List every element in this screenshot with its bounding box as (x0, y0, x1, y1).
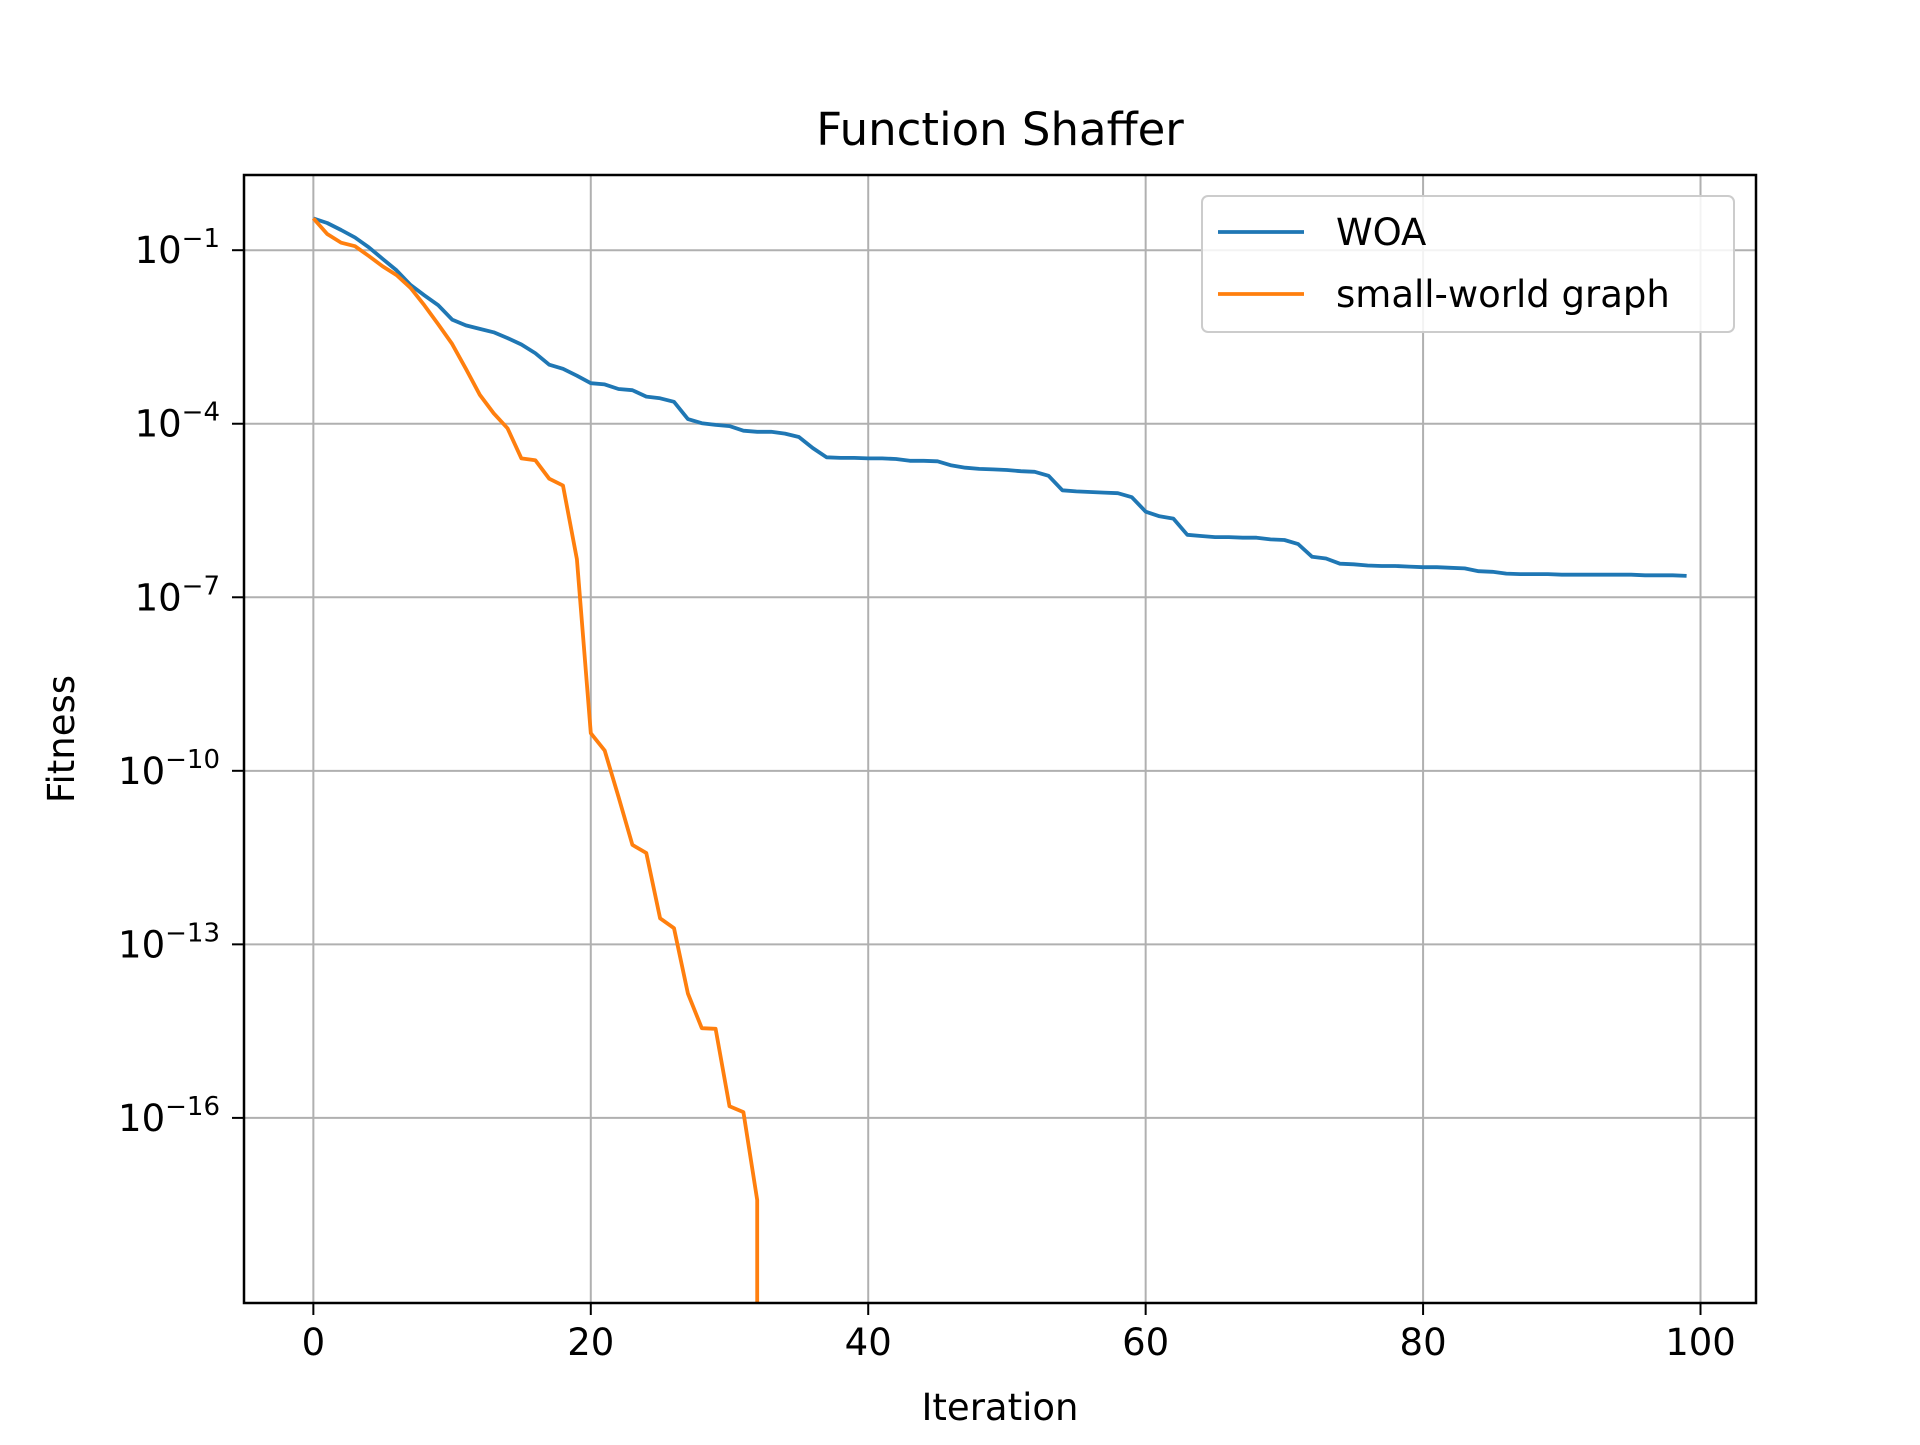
x-tick-label: 0 (302, 1321, 326, 1364)
series-line (311, 217, 760, 1303)
y-tick-exponent: −16 (165, 1092, 220, 1122)
legend-label: WOA (1336, 211, 1426, 254)
y-tick-base: 10 (118, 1097, 165, 1140)
y-tick-label: 10−1 (135, 224, 220, 272)
y-tick-label: 10−16 (118, 1092, 220, 1140)
y-tick-exponent: −1 (182, 224, 220, 254)
y-tick-base: 10 (118, 923, 165, 966)
legend: WOA small-world graph (1201, 195, 1735, 333)
y-tick-base: 10 (135, 576, 182, 619)
y-tick-label: 10−10 (118, 745, 220, 793)
x-tick-label: 40 (845, 1321, 892, 1364)
y-tick-exponent: −4 (182, 398, 220, 428)
chart-title: Function Shaffer (816, 103, 1184, 156)
y-tick-exponent: −10 (165, 745, 220, 775)
y-tick-base: 10 (135, 403, 182, 446)
x-tick-label: 100 (1665, 1321, 1736, 1364)
x-tick-label: 80 (1400, 1321, 1447, 1364)
legend-box (1201, 195, 1735, 333)
legend-label: small-world graph (1336, 273, 1670, 316)
y-tick-label: 10−4 (135, 398, 220, 446)
y-tick-exponent: −7 (182, 571, 220, 601)
y-tick-label: 10−13 (118, 918, 220, 966)
series-layer (311, 216, 1687, 1303)
series-line (312, 216, 1687, 578)
y-tick-label: 10−7 (135, 571, 220, 619)
x-tick-label: 20 (567, 1321, 614, 1364)
plot-frame (242, 173, 1758, 1305)
x-tick-label: 60 (1122, 1321, 1169, 1364)
grid (244, 175, 1756, 1303)
x-axis-title: Iteration (922, 1386, 1079, 1429)
y-tick-base: 10 (118, 750, 165, 793)
y-axis-title: Fitness (40, 675, 83, 803)
y-tick-exponent: −13 (165, 918, 220, 948)
y-tick-base: 10 (135, 229, 182, 272)
